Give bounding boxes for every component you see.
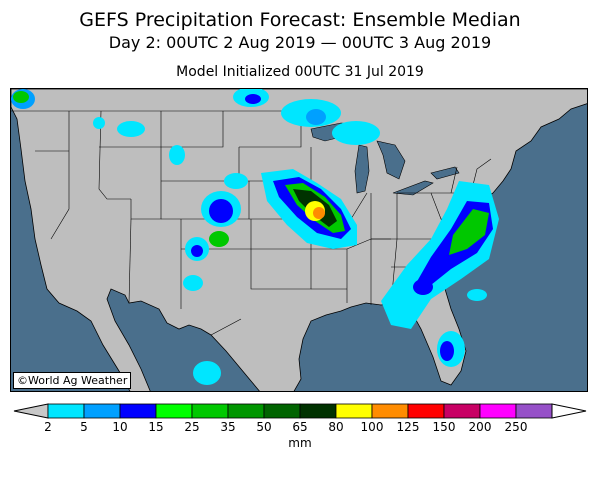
lake-michigan bbox=[354, 144, 370, 194]
lake-huron bbox=[376, 140, 406, 180]
legend-tick-label: 25 bbox=[184, 420, 200, 434]
legend-tick-label: 100 bbox=[360, 420, 384, 434]
legend-tick-label: 2 bbox=[44, 420, 52, 434]
legend-tick-label: 150 bbox=[432, 420, 456, 434]
legend-swatch bbox=[227, 403, 265, 419]
legend-swatch bbox=[407, 403, 445, 419]
lake-erie bbox=[392, 180, 434, 196]
legend-swatch bbox=[443, 403, 481, 419]
legend-swatch bbox=[335, 403, 373, 419]
map-subtitle: Day 2: 00UTC 2 Aug 2019 — 00UTC 3 Aug 20… bbox=[108, 33, 492, 52]
legend-swatch bbox=[515, 403, 553, 419]
legend-swatch bbox=[371, 403, 409, 419]
legend-tick-label: 50 bbox=[256, 420, 272, 434]
map-title: GEFS Precipitation Forecast: Ensemble Me… bbox=[79, 9, 521, 31]
legend-swatch bbox=[155, 403, 193, 419]
legend-swatch bbox=[83, 403, 121, 419]
legend-swatch bbox=[299, 403, 337, 419]
model-init-line: Model Initialized 00UTC 31 Jul 2019 bbox=[176, 64, 424, 80]
color-legend bbox=[13, 403, 587, 419]
legend-swatch bbox=[479, 403, 517, 419]
map-credit: ©World Ag Weather bbox=[13, 372, 132, 389]
legend-swatch bbox=[119, 403, 157, 419]
legend-units: mm bbox=[288, 436, 312, 450]
legend-swatch bbox=[191, 403, 229, 419]
precipitation-map: ©World Ag Weather bbox=[10, 88, 588, 392]
legend-tick-label: 200 bbox=[468, 420, 492, 434]
lake-ontario bbox=[430, 166, 460, 180]
legend-above-arrow bbox=[551, 403, 587, 419]
legend-below-arrow bbox=[13, 403, 49, 419]
legend-tick-label: 65 bbox=[292, 420, 308, 434]
legend-tick-label: 125 bbox=[396, 420, 420, 434]
legend-tick-label: 10 bbox=[112, 420, 128, 434]
legend-swatch bbox=[47, 403, 85, 419]
legend-tick-label: 35 bbox=[220, 420, 236, 434]
precipitation-overlay bbox=[11, 89, 499, 385]
legend-tick-label: 5 bbox=[80, 420, 88, 434]
legend-tick-label: 80 bbox=[328, 420, 344, 434]
legend-swatch bbox=[263, 403, 301, 419]
legend-tick-label: 15 bbox=[148, 420, 164, 434]
map-canvas bbox=[11, 89, 587, 391]
legend-tick-label: 250 bbox=[504, 420, 528, 434]
